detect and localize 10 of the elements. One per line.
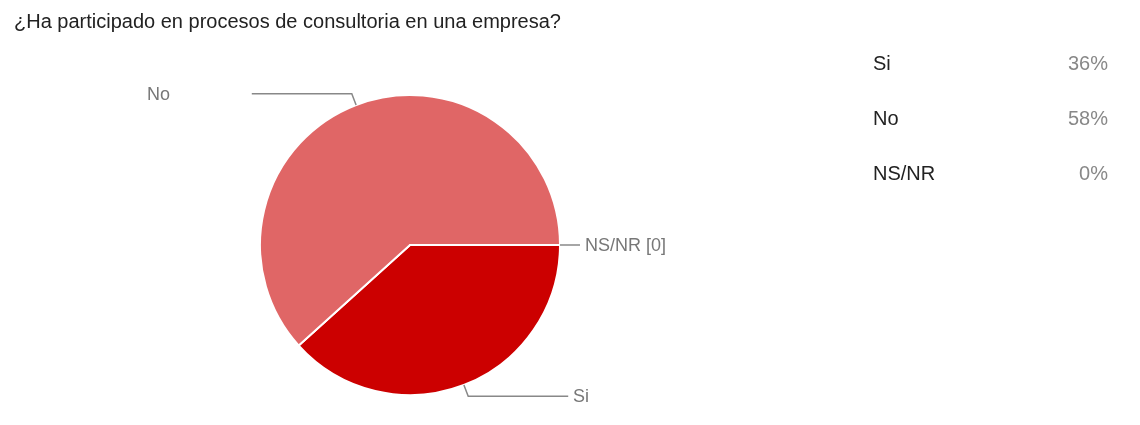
text: 36% [1067,52,1108,76]
text: No [873,107,899,131]
slice-label: Si [573,386,590,406]
text: NS/NR [873,162,936,186]
text: 58% [1067,107,1108,131]
text: Si [873,52,891,76]
slice-label: No [147,84,171,104]
text: 0% [1079,162,1108,186]
chart-title: ¿Ha participado en procesos de consultoria en una empresa? [14,10,561,32]
legend-label: NS/NR [0] [585,235,667,255]
